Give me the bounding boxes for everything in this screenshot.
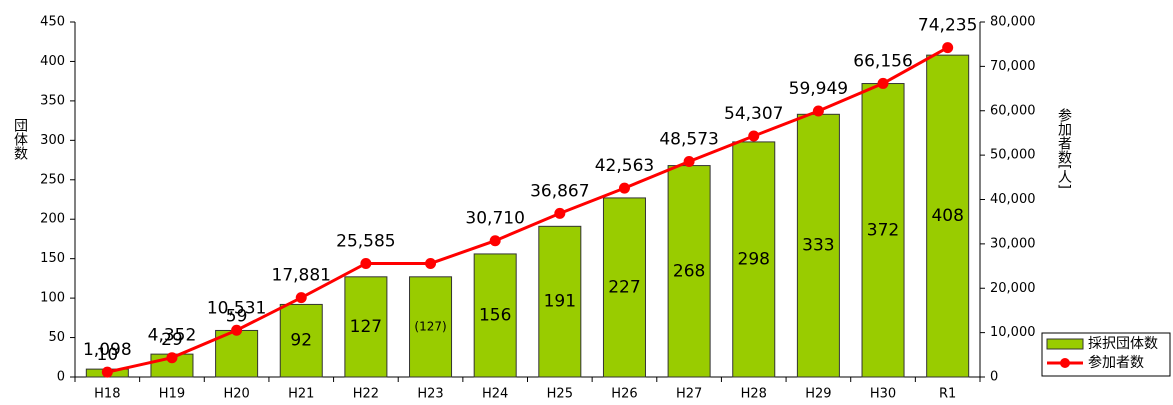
bar-value-label: 156 xyxy=(479,305,511,325)
y-tick-label: 450 xyxy=(40,15,65,30)
x-tick-label: H24 xyxy=(482,387,508,402)
bar xyxy=(861,83,905,378)
x-tick-label: H29 xyxy=(805,387,831,402)
line-marker xyxy=(942,42,954,54)
y2-axis-label: 参加者数[人] xyxy=(1056,107,1072,189)
line-marker xyxy=(877,77,889,89)
y2-tick-label: 0 xyxy=(990,370,998,385)
line-value-label: 59,949 xyxy=(789,79,848,99)
bar-value-label: 191 xyxy=(544,292,576,312)
bar xyxy=(667,165,711,378)
x-tick-label: H25 xyxy=(547,387,573,402)
bar xyxy=(538,225,582,378)
y-tick-label: 250 xyxy=(40,172,65,187)
x-tick-label: H18 xyxy=(94,387,120,402)
bar-value-label: 298 xyxy=(738,249,770,269)
y2-tick-label: 70,000 xyxy=(990,59,1036,74)
bar xyxy=(926,54,970,378)
x-tick-label: H20 xyxy=(223,387,249,402)
bar-value-label: 227 xyxy=(608,277,640,297)
legend-swatch xyxy=(1046,338,1084,350)
bar xyxy=(796,113,840,378)
line-value-label: 25,585 xyxy=(336,231,395,251)
y2-tick-label: 40,000 xyxy=(990,192,1036,207)
line-value-label: 10,531 xyxy=(207,298,266,318)
y2-tick-label: 50,000 xyxy=(990,148,1036,163)
line-value-label: 30,710 xyxy=(465,209,524,229)
bar-value-label: 127 xyxy=(350,317,382,337)
line-value-label: 17,881 xyxy=(272,266,331,286)
line-marker xyxy=(295,292,307,304)
legend-label: 採択団体数 xyxy=(1088,336,1158,352)
y-tick-label: 300 xyxy=(40,133,65,148)
bar-value-label: 10 xyxy=(97,345,119,365)
x-tick-label: H19 xyxy=(159,387,185,402)
bar-value-label: 268 xyxy=(673,261,705,281)
line-marker xyxy=(231,324,243,336)
line-marker xyxy=(748,130,760,142)
bar xyxy=(215,329,259,378)
line-marker xyxy=(489,235,501,247)
line-value-label: 66,156 xyxy=(853,51,912,71)
line-value-label: 48,573 xyxy=(659,129,718,149)
line-value-label: 36,867 xyxy=(530,181,589,201)
bar xyxy=(473,253,517,378)
y-tick-label: 200 xyxy=(40,212,65,227)
y2-tick-label: 80,000 xyxy=(990,15,1036,30)
line-value-label: 4,352 xyxy=(148,326,197,346)
bar-value-label: (127) xyxy=(414,319,446,333)
legend-label: 参加者数 xyxy=(1088,354,1144,371)
line-marker xyxy=(683,155,695,167)
bar xyxy=(409,276,453,378)
bar xyxy=(602,197,646,378)
bar xyxy=(279,303,323,378)
line-marker xyxy=(360,257,372,269)
line-value-label: 74,235 xyxy=(918,16,977,36)
bar-value-label: 408 xyxy=(931,206,963,226)
y-axis-label: 団体数 xyxy=(12,118,28,160)
x-tick-label: H30 xyxy=(870,387,896,402)
line xyxy=(106,46,949,374)
bar-value-label: 333 xyxy=(802,236,834,256)
y-tick-label: 400 xyxy=(40,54,65,69)
y-tick-label: 100 xyxy=(40,291,65,306)
line-marker xyxy=(101,366,113,378)
bar xyxy=(732,141,776,378)
y2-tick-label: 60,000 xyxy=(990,103,1036,118)
x-tick-label: R1 xyxy=(939,387,956,402)
bar xyxy=(344,276,388,378)
bar-value-label: 372 xyxy=(867,220,899,240)
x-tick-label: H21 xyxy=(288,387,314,402)
x-tick-label: H22 xyxy=(353,387,379,402)
bar-value-label: 59 xyxy=(226,306,248,326)
y2-tick-label: 10,000 xyxy=(990,325,1036,340)
y-tick-label: 50 xyxy=(48,330,65,345)
line-marker xyxy=(812,105,824,117)
x-tick-label: H27 xyxy=(676,387,702,402)
y-tick-label: 350 xyxy=(40,93,65,108)
line-value-label: 42,563 xyxy=(595,156,654,176)
y-tick-label: 150 xyxy=(40,251,65,266)
y2-tick-label: 30,000 xyxy=(990,236,1036,251)
y2-tick-label: 20,000 xyxy=(990,281,1036,296)
line-marker xyxy=(554,207,566,219)
bar-value-label: 29 xyxy=(161,330,183,350)
legend-marker xyxy=(1060,358,1070,368)
x-tick-label: H28 xyxy=(741,387,767,402)
x-tick-label: H26 xyxy=(611,387,637,402)
line-marker xyxy=(425,257,437,269)
line-marker xyxy=(166,352,178,364)
bar-value-label: 92 xyxy=(290,331,312,351)
line-value-label: 1,098 xyxy=(83,340,132,360)
x-tick-label: H23 xyxy=(417,387,443,402)
y-tick-label: 0 xyxy=(57,370,65,385)
line-value-label: 54,307 xyxy=(724,104,783,124)
line-marker xyxy=(618,182,630,194)
